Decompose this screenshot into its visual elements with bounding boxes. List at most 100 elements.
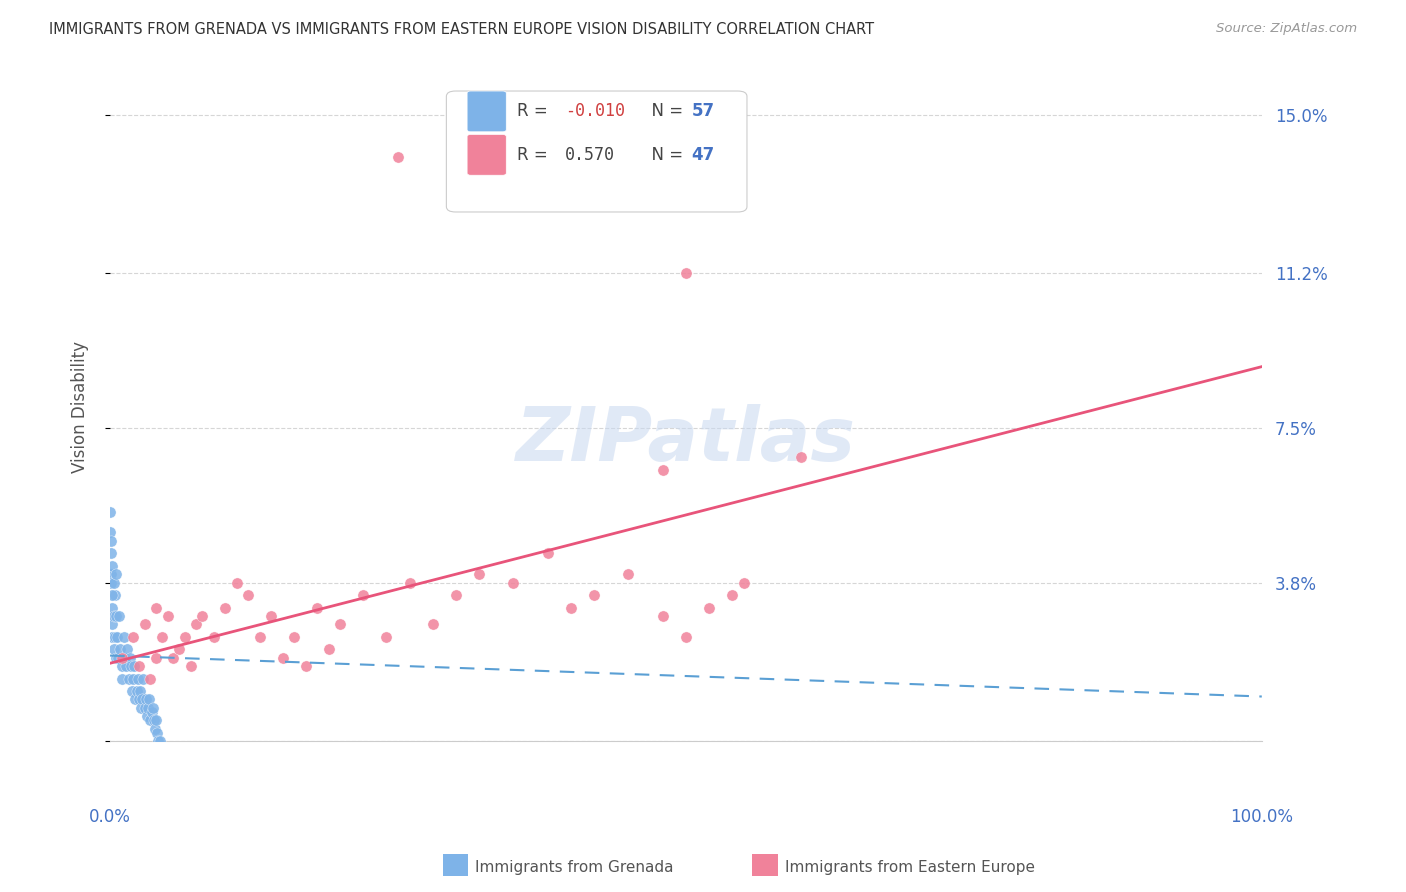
Point: [145, 600, 167, 615]
Point: [139, 672, 162, 686]
Point: [128, 659, 150, 673]
Point: [114, 650, 136, 665]
Point: [129, 701, 152, 715]
Point: [307, 600, 329, 615]
Point: [110, 642, 132, 657]
Point: [112, 630, 135, 644]
FancyBboxPatch shape: [467, 91, 506, 132]
Point: [105, 630, 128, 644]
Point: [167, 642, 190, 657]
Point: [104, 588, 127, 602]
Point: [110, 672, 132, 686]
Point: [108, 609, 131, 624]
Point: [675, 630, 697, 644]
Point: [422, 617, 444, 632]
Point: [122, 672, 145, 686]
Point: [100, 546, 122, 560]
Point: [145, 714, 167, 728]
Text: 47: 47: [692, 146, 714, 164]
Point: [104, 630, 127, 644]
Point: [174, 630, 197, 644]
Text: N =: N =: [641, 146, 689, 164]
Point: [238, 588, 260, 602]
FancyBboxPatch shape: [446, 91, 747, 212]
Text: 0.0%: 0.0%: [89, 808, 131, 826]
Point: [467, 567, 489, 582]
Point: [225, 575, 247, 590]
Point: [129, 684, 152, 698]
Text: R =: R =: [516, 102, 553, 120]
Point: [117, 642, 139, 657]
Point: [134, 617, 156, 632]
Point: [104, 567, 127, 582]
Point: [186, 617, 208, 632]
Text: Immigrants from Grenada: Immigrants from Grenada: [475, 860, 673, 874]
Point: [733, 575, 755, 590]
Point: [120, 659, 142, 673]
Point: [675, 267, 697, 281]
Point: [283, 630, 305, 644]
Text: ZIPatlas: ZIPatlas: [516, 404, 856, 477]
Point: [318, 642, 340, 657]
Point: [101, 558, 124, 573]
Text: 57: 57: [692, 102, 714, 120]
Point: [107, 650, 129, 665]
Point: [101, 600, 124, 615]
Text: 100.0%: 100.0%: [1230, 808, 1294, 826]
Point: [149, 734, 172, 748]
Point: [128, 692, 150, 706]
FancyBboxPatch shape: [467, 135, 506, 175]
Point: [136, 709, 159, 723]
Point: [100, 533, 122, 548]
Point: [127, 672, 149, 686]
Point: [145, 650, 167, 665]
Point: [502, 575, 524, 590]
Point: [214, 600, 236, 615]
Point: [156, 609, 179, 624]
Point: [125, 684, 148, 698]
Point: [117, 672, 139, 686]
Text: N =: N =: [641, 102, 689, 120]
Point: [721, 588, 744, 602]
Point: [98, 504, 121, 518]
Point: [121, 684, 143, 698]
Point: [790, 450, 813, 465]
Point: [398, 575, 420, 590]
Point: [131, 692, 153, 706]
Point: [101, 588, 124, 602]
Point: [134, 701, 156, 715]
Text: Source: ZipAtlas.com: Source: ZipAtlas.com: [1216, 22, 1357, 36]
Point: [110, 650, 132, 665]
Point: [142, 701, 165, 715]
Point: [132, 672, 155, 686]
Point: [101, 630, 124, 644]
Point: [143, 722, 166, 736]
Point: [118, 650, 141, 665]
Y-axis label: Vision Disability: Vision Disability: [72, 341, 89, 473]
Point: [110, 659, 132, 673]
Point: [135, 692, 157, 706]
Point: [136, 701, 159, 715]
Point: [191, 609, 214, 624]
Point: [697, 600, 720, 615]
Text: IMMIGRANTS FROM GRENADA VS IMMIGRANTS FROM EASTERN EUROPE VISION DISABILITY CORR: IMMIGRANTS FROM GRENADA VS IMMIGRANTS FR…: [49, 22, 875, 37]
Point: [617, 567, 640, 582]
Point: [560, 600, 582, 615]
Text: -0.010: -0.010: [565, 102, 626, 120]
Point: [150, 630, 173, 644]
Point: [103, 575, 125, 590]
Point: [329, 617, 352, 632]
Point: [260, 609, 283, 624]
Point: [180, 659, 202, 673]
Point: [387, 149, 409, 163]
Point: [122, 630, 145, 644]
Point: [651, 609, 673, 624]
Point: [375, 630, 398, 644]
Point: [104, 650, 127, 665]
Point: [100, 575, 122, 590]
Point: [651, 463, 673, 477]
Text: Immigrants from Eastern Europe: Immigrants from Eastern Europe: [785, 860, 1035, 874]
Point: [148, 734, 170, 748]
Point: [139, 714, 162, 728]
Point: [271, 650, 294, 665]
